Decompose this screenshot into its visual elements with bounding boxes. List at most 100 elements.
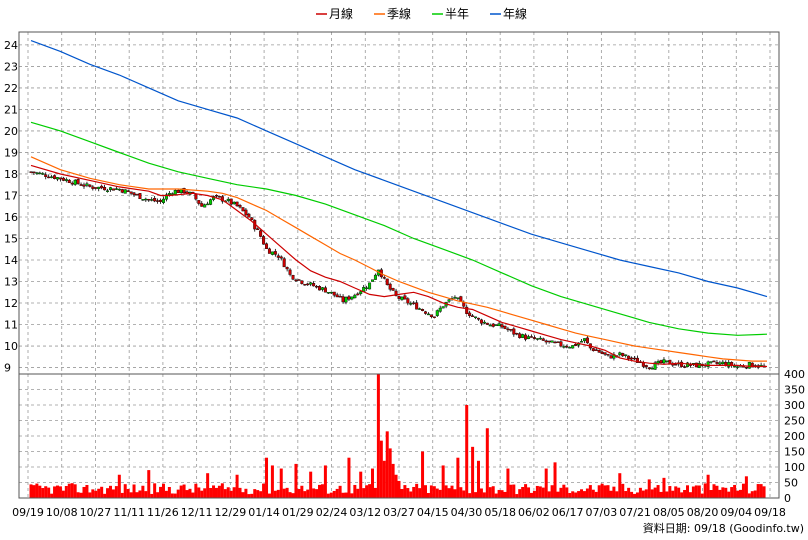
candle-body <box>447 299 451 302</box>
price-tick-label-8: 17 <box>4 189 18 202</box>
candle-body <box>232 201 236 205</box>
volume-bar <box>709 490 713 498</box>
volume-bars <box>29 374 766 498</box>
candle-body <box>527 336 531 339</box>
volume-bar <box>503 491 507 498</box>
candle-body <box>635 357 639 363</box>
volume-bar <box>594 491 598 498</box>
volume-bar <box>291 493 295 498</box>
candle-body <box>565 346 569 348</box>
price-tick-label-1: 10 <box>4 340 18 353</box>
price-tick-label-10: 19 <box>4 146 18 159</box>
legend-label-2: 半年 <box>445 7 469 21</box>
volume-bar <box>94 490 98 498</box>
candle-body <box>123 189 127 194</box>
volume-bar <box>203 488 207 498</box>
x-tick-label-4: 11/26 <box>147 506 179 519</box>
volume-bar <box>485 428 489 498</box>
volume-bar <box>303 491 307 498</box>
volume-tick-label-1: 50 <box>784 477 798 490</box>
candle-body <box>647 367 651 369</box>
volume-bar <box>153 483 157 498</box>
volume-bar <box>532 490 536 498</box>
candle-body <box>44 174 48 177</box>
candle-body <box>600 351 604 354</box>
candle-body <box>318 286 322 291</box>
volume-bar <box>347 457 351 498</box>
volume-bar <box>444 485 448 498</box>
candle-body <box>633 357 637 360</box>
candle-body <box>214 195 218 197</box>
candle-body <box>267 248 271 254</box>
volume-bar <box>294 463 298 498</box>
x-tick-label-22: 09/18 <box>754 506 786 519</box>
candle-body <box>697 363 701 368</box>
volume-bar <box>212 485 216 498</box>
volume-bar <box>320 484 324 498</box>
volume-bar <box>724 487 728 498</box>
volume-bar <box>447 488 451 498</box>
candle-body <box>329 291 333 294</box>
ma-line-ma120 <box>30 121 768 336</box>
candle-body <box>435 310 439 316</box>
candle-body <box>247 213 251 218</box>
volume-bar <box>338 485 342 498</box>
volume-bar <box>574 492 578 498</box>
volume-bar <box>376 374 380 498</box>
volume-bar <box>306 489 310 498</box>
volume-bar <box>515 494 519 498</box>
volume-bar <box>282 488 286 498</box>
volume-bar <box>683 489 687 498</box>
volume-bar <box>267 493 271 498</box>
volume-bar <box>32 485 36 498</box>
volume-bar <box>156 492 160 498</box>
candle-body <box>73 179 77 185</box>
volume-bar <box>55 485 59 498</box>
candle-body <box>135 194 139 196</box>
volume-bar <box>164 490 168 498</box>
volume-bar <box>609 490 613 498</box>
volume-bar <box>662 477 666 498</box>
volume-bar <box>285 487 289 498</box>
volume-bar <box>382 460 386 498</box>
volume-bar <box>403 485 407 498</box>
candle-body <box>659 360 663 364</box>
volume-bar <box>114 486 118 498</box>
candle-body <box>238 205 242 208</box>
volume-bar <box>150 493 154 498</box>
candle-body <box>609 355 613 359</box>
volume-bar <box>41 488 45 498</box>
volume-bar <box>529 492 533 498</box>
volume-bar <box>597 485 601 498</box>
volume-bar <box>582 491 586 498</box>
volume-bar <box>462 490 466 498</box>
candle-body <box>147 199 151 201</box>
volume-bar <box>527 487 531 498</box>
candle-body <box>194 193 198 200</box>
candle-body <box>82 184 86 187</box>
candle-body <box>683 366 687 368</box>
candle-body <box>244 209 248 216</box>
volume-bar <box>220 483 224 498</box>
candle-body <box>485 322 489 325</box>
candle-body <box>203 204 207 208</box>
volume-bar <box>512 484 516 498</box>
candle-body <box>538 337 542 340</box>
price-tick-label-12: 21 <box>4 103 18 116</box>
candle-body <box>438 307 442 312</box>
price-tick-label-6: 15 <box>4 232 18 245</box>
volume-bar <box>226 487 230 498</box>
candle-body <box>159 199 163 202</box>
volume-bar <box>44 486 48 498</box>
candle-body <box>356 293 360 296</box>
volume-bar <box>747 493 751 498</box>
x-tick-label-5: 12/11 <box>181 506 213 519</box>
price-y-axis: 9 10 11 12 13 14 15 16 17 18 19 20 21 22 23 24 <box>4 39 18 375</box>
volume-bar <box>624 491 628 498</box>
volume-bar <box>111 489 115 498</box>
volume-bar <box>674 486 678 498</box>
candle-body <box>279 256 283 259</box>
x-tick-label-7: 01/14 <box>248 506 280 519</box>
candle-body <box>736 366 740 368</box>
x-tick-label-12: 04/15 <box>417 506 449 519</box>
